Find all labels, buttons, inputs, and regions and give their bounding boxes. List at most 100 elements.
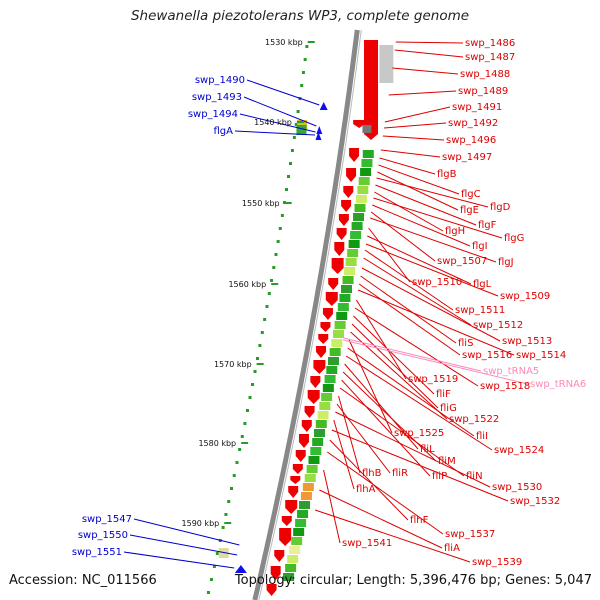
reverse-gene-arrow [346,168,357,182]
gene-label[interactable]: flgG [504,233,524,244]
gene-label[interactable]: swp_1525 [394,428,444,439]
gc-dot [251,383,255,386]
expression-track [218,120,374,581]
gene-label[interactable]: fliN [466,471,483,482]
gene-label[interactable]: swp_1514 [516,350,566,361]
gene-label[interactable]: flgB [437,169,457,180]
gc-dot [253,370,257,373]
gc-dot [265,305,269,308]
gene-label[interactable]: fliS [458,338,473,349]
gc-dot [245,409,249,412]
label-connector [123,551,235,569]
reverse-gene-arrow [331,258,344,274]
gene-label[interactable]: fliM [438,456,456,467]
gene-label[interactable]: flgD [490,202,511,213]
gene-label[interactable]: swp_1547 [82,514,132,525]
gene-labels: swp_1490 swp_1493 swp_1494 flgA swp_1547 swp_… [72,38,586,568]
gene-label[interactable]: swp_1486 [465,38,515,49]
gene-label[interactable]: swp_1512 [473,320,523,331]
gene-label[interactable]: fliI [476,431,488,442]
gene-label[interactable]: swp_1487 [465,52,515,63]
gene-label[interactable]: fliA [444,543,460,554]
label-connector [329,439,409,521]
gene-label[interactable]: swp_1551 [72,547,122,558]
gene-label[interactable]: swp_1488 [460,69,510,80]
label-connector [370,211,436,262]
gene-label[interactable]: swp_1518 [480,381,530,392]
gene-label[interactable]: fliF [436,389,451,400]
gene-label[interactable]: swp_1490 [195,75,245,86]
label-connector [343,339,529,385]
gene-label[interactable]: swp_1492 [448,118,498,129]
gene-label[interactable]: swp_1537 [445,529,495,540]
label-connector [351,323,439,409]
label-connector [367,235,472,285]
gene-label[interactable]: swp_1489 [458,86,508,97]
gene-label[interactable]: flgE [460,205,479,216]
expression-tile [345,258,357,266]
topology-text: Topology: circular; Length: 5,396,476 bp… [234,573,592,588]
hypothetical-gene-block [362,125,372,133]
reverse-gene-arrow [338,214,349,226]
gc-dot [292,136,296,139]
gene-label[interactable]: swp_1510 [412,277,462,288]
gene-label[interactable]: swp_1509 [500,291,550,302]
gene-label[interactable]: swp_1539 [472,557,522,568]
label-connector [361,267,501,342]
gene-label[interactable]: swp_1524 [494,445,544,456]
gene-label[interactable]: fliG [440,403,457,414]
gene-label[interactable]: flhA [356,484,376,495]
expression-tile [300,492,312,500]
expression-tile [322,384,334,392]
gene-label[interactable]: flhF [410,515,429,526]
kbp-tick-label: 1570 kbp [214,360,252,369]
label-connector [133,518,240,546]
gc-dot [278,227,282,230]
gene-label[interactable]: fliP [432,471,447,482]
gene-label[interactable]: swp_1532 [510,496,560,507]
gene-label[interactable]: swp_1516 [462,350,512,361]
gene-label[interactable]: swp_1507 [437,256,487,267]
label-connector [360,275,457,344]
label-connectors [123,41,529,569]
gene-label[interactable]: swp_1519 [408,374,458,385]
gene-label[interactable]: flgC [461,189,481,200]
gene-label[interactable]: flhB [362,468,382,479]
gene-label[interactable]: flgF [478,220,497,231]
gene-label[interactable]: swp_1493 [192,92,242,103]
expression-tile [312,438,324,446]
gene-label[interactable]: flgL [473,279,492,290]
expression-tile [306,465,318,473]
gene-label[interactable]: swp_1530 [492,482,542,493]
gc-dot [303,58,307,61]
gene-label[interactable]: swp_1522 [449,414,499,425]
reverse-gene-arrow [343,186,354,198]
gene-label[interactable]: swp_1496 [446,135,496,146]
gene-label[interactable]: fliR [392,468,408,479]
gene-label[interactable]: flgI [472,241,488,252]
gene-label[interactable]: swp_tRNA5 [483,366,539,377]
label-connector [343,337,482,372]
gene-label[interactable]: swp_1511 [455,305,505,316]
gene-label[interactable]: swp_1491 [452,102,502,113]
kbp-tick-label: 1540 kbp [254,118,292,127]
reverse-gene-arrow [274,550,285,562]
kbp-tick-label: 1580 kbp [198,439,236,448]
gene-label[interactable]: swp_1497 [442,152,492,163]
gene-label[interactable]: fliL [420,444,435,455]
gene-label[interactable]: swp_1494 [188,109,238,120]
gene-label[interactable]: swp_1550 [78,530,128,541]
reverse-gene-arrow [285,500,298,514]
expression-tile [295,519,307,527]
label-connector [370,217,497,263]
gene-label[interactable]: flgA [214,126,234,137]
gene-label[interactable]: flgH [445,226,465,237]
expression-tile [302,483,314,491]
gene-label[interactable]: swp_1513 [502,336,552,347]
label-connector [234,130,316,136]
gene-label[interactable]: swp_1541 [342,538,392,549]
expression-tile [355,195,367,203]
gene-label[interactable]: swp_tRNA6 [530,379,586,390]
gene-label[interactable]: flgJ [498,257,514,268]
